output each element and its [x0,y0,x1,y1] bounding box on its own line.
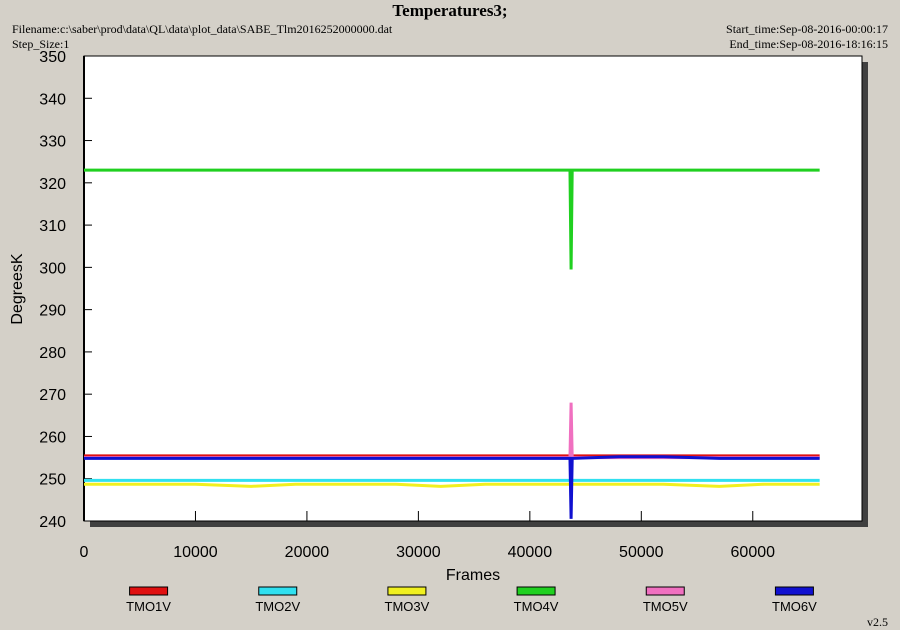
x-tick-label: 60000 [731,544,776,561]
x-tick-label: 20000 [285,544,330,561]
y-tick-label: 260 [39,429,66,446]
y-tick-label: 240 [39,514,66,531]
x-tick-label: 0 [80,544,89,561]
x-tick-label: 40000 [508,544,553,561]
y-tick-label: 300 [39,260,66,277]
legend-label: TMO6V [772,599,817,614]
y-tick-label: 270 [39,387,66,404]
legend-label: TMO2V [255,599,300,614]
series-line [84,168,820,270]
y-tick-label: 290 [39,303,66,320]
filename: Filename:c:\saber\prod\data\QL\data\plot… [12,22,393,36]
legend-swatch [258,586,298,596]
y-tick-label: 320 [39,176,66,193]
x-tick-label: 30000 [396,544,441,561]
series-line [84,455,820,519]
y-tick-label: 310 [39,218,66,235]
version: v2.5 [867,615,888,629]
y-tick-label: 250 [39,472,66,489]
legend-label: TMO3V [385,599,430,614]
legend-label: TMO5V [643,599,688,614]
legend-swatch [129,586,169,596]
x-tick-label: 50000 [619,544,664,561]
y-tick-label: 350 [39,49,66,66]
legend-swatch [387,586,427,596]
y-tick-label: 330 [39,134,66,151]
y-tick-label: 280 [39,345,66,362]
x-axis-title: Frames [446,567,500,584]
step-size: Step_Size:1 [12,37,69,51]
legend-label: TMO4V [514,599,559,614]
y-tick-label: 340 [39,91,66,108]
end-time: End_time:Sep-08-2016-18:16:15 [729,37,888,51]
plot-area [83,55,863,522]
x-tick-label: 10000 [173,544,218,561]
y-axis-title: DegreesK [9,253,26,324]
legend-swatch [774,586,814,596]
chart-title: Temperatures3; [392,1,507,20]
legend-label: TMO1V [126,599,171,614]
series-line [84,482,820,488]
start-time: Start_time:Sep-08-2016-00:00:17 [726,22,888,36]
legend-swatch [516,586,556,596]
legend-swatch [645,586,685,596]
